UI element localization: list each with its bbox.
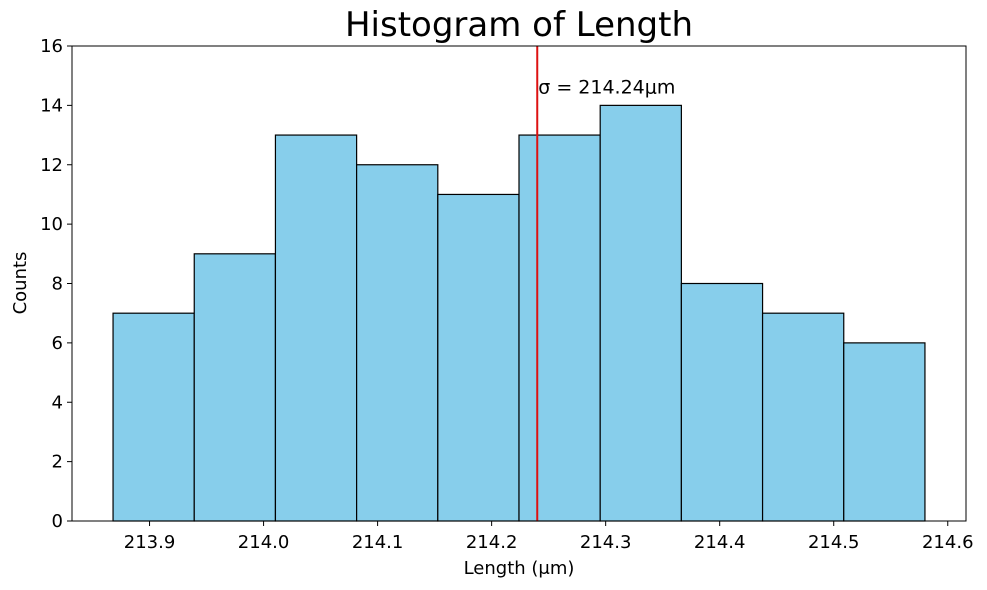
y-tick-label: 6 (52, 333, 63, 354)
x-tick-label: 214.4 (694, 532, 746, 553)
histogram-bar (843, 342, 926, 522)
histogram-bar (680, 282, 764, 522)
y-tick-label: 10 (40, 214, 63, 235)
y-tick-label: 8 (52, 274, 63, 295)
x-tick-label: 214.6 (922, 532, 974, 553)
x-tick-label: 213.9 (124, 532, 176, 553)
x-tick-label: 214.3 (580, 532, 632, 553)
sigma-annotation: σ = 214.24μm (538, 77, 675, 99)
y-tick-label: 16 (40, 36, 63, 57)
x-tick-label: 214.2 (466, 532, 518, 553)
y-tick-label: 2 (52, 452, 63, 473)
y-tick-label: 12 (40, 155, 63, 176)
y-tick-label: 4 (52, 392, 63, 413)
y-axis-label: Counts (10, 252, 31, 315)
x-tick-label: 214.0 (238, 532, 290, 553)
histogram-bar (518, 134, 601, 522)
x-tick-label: 214.1 (352, 532, 404, 553)
histogram-bar (112, 312, 195, 522)
y-tick-label: 0 (52, 511, 63, 532)
bars-group (112, 104, 926, 522)
x-axis-label: Length (μm) (464, 558, 575, 579)
y-axis-ticks: 0 2 4 6 8 10 12 14 16 (40, 36, 72, 532)
chart-title: Histogram of Length (345, 5, 693, 45)
histogram-bar (437, 193, 520, 522)
histogram-bar (274, 134, 358, 522)
histogram-bar (599, 104, 682, 522)
y-tick-label: 14 (40, 95, 63, 116)
histogram-bar (356, 164, 439, 522)
x-tick-label: 214.5 (808, 532, 860, 553)
x-axis-ticks: 213.9 214.0 214.1 214.2 214.3 214.4 214.5 214.6 (124, 521, 974, 553)
histogram-bar (761, 312, 845, 522)
histogram-bar (193, 253, 277, 522)
